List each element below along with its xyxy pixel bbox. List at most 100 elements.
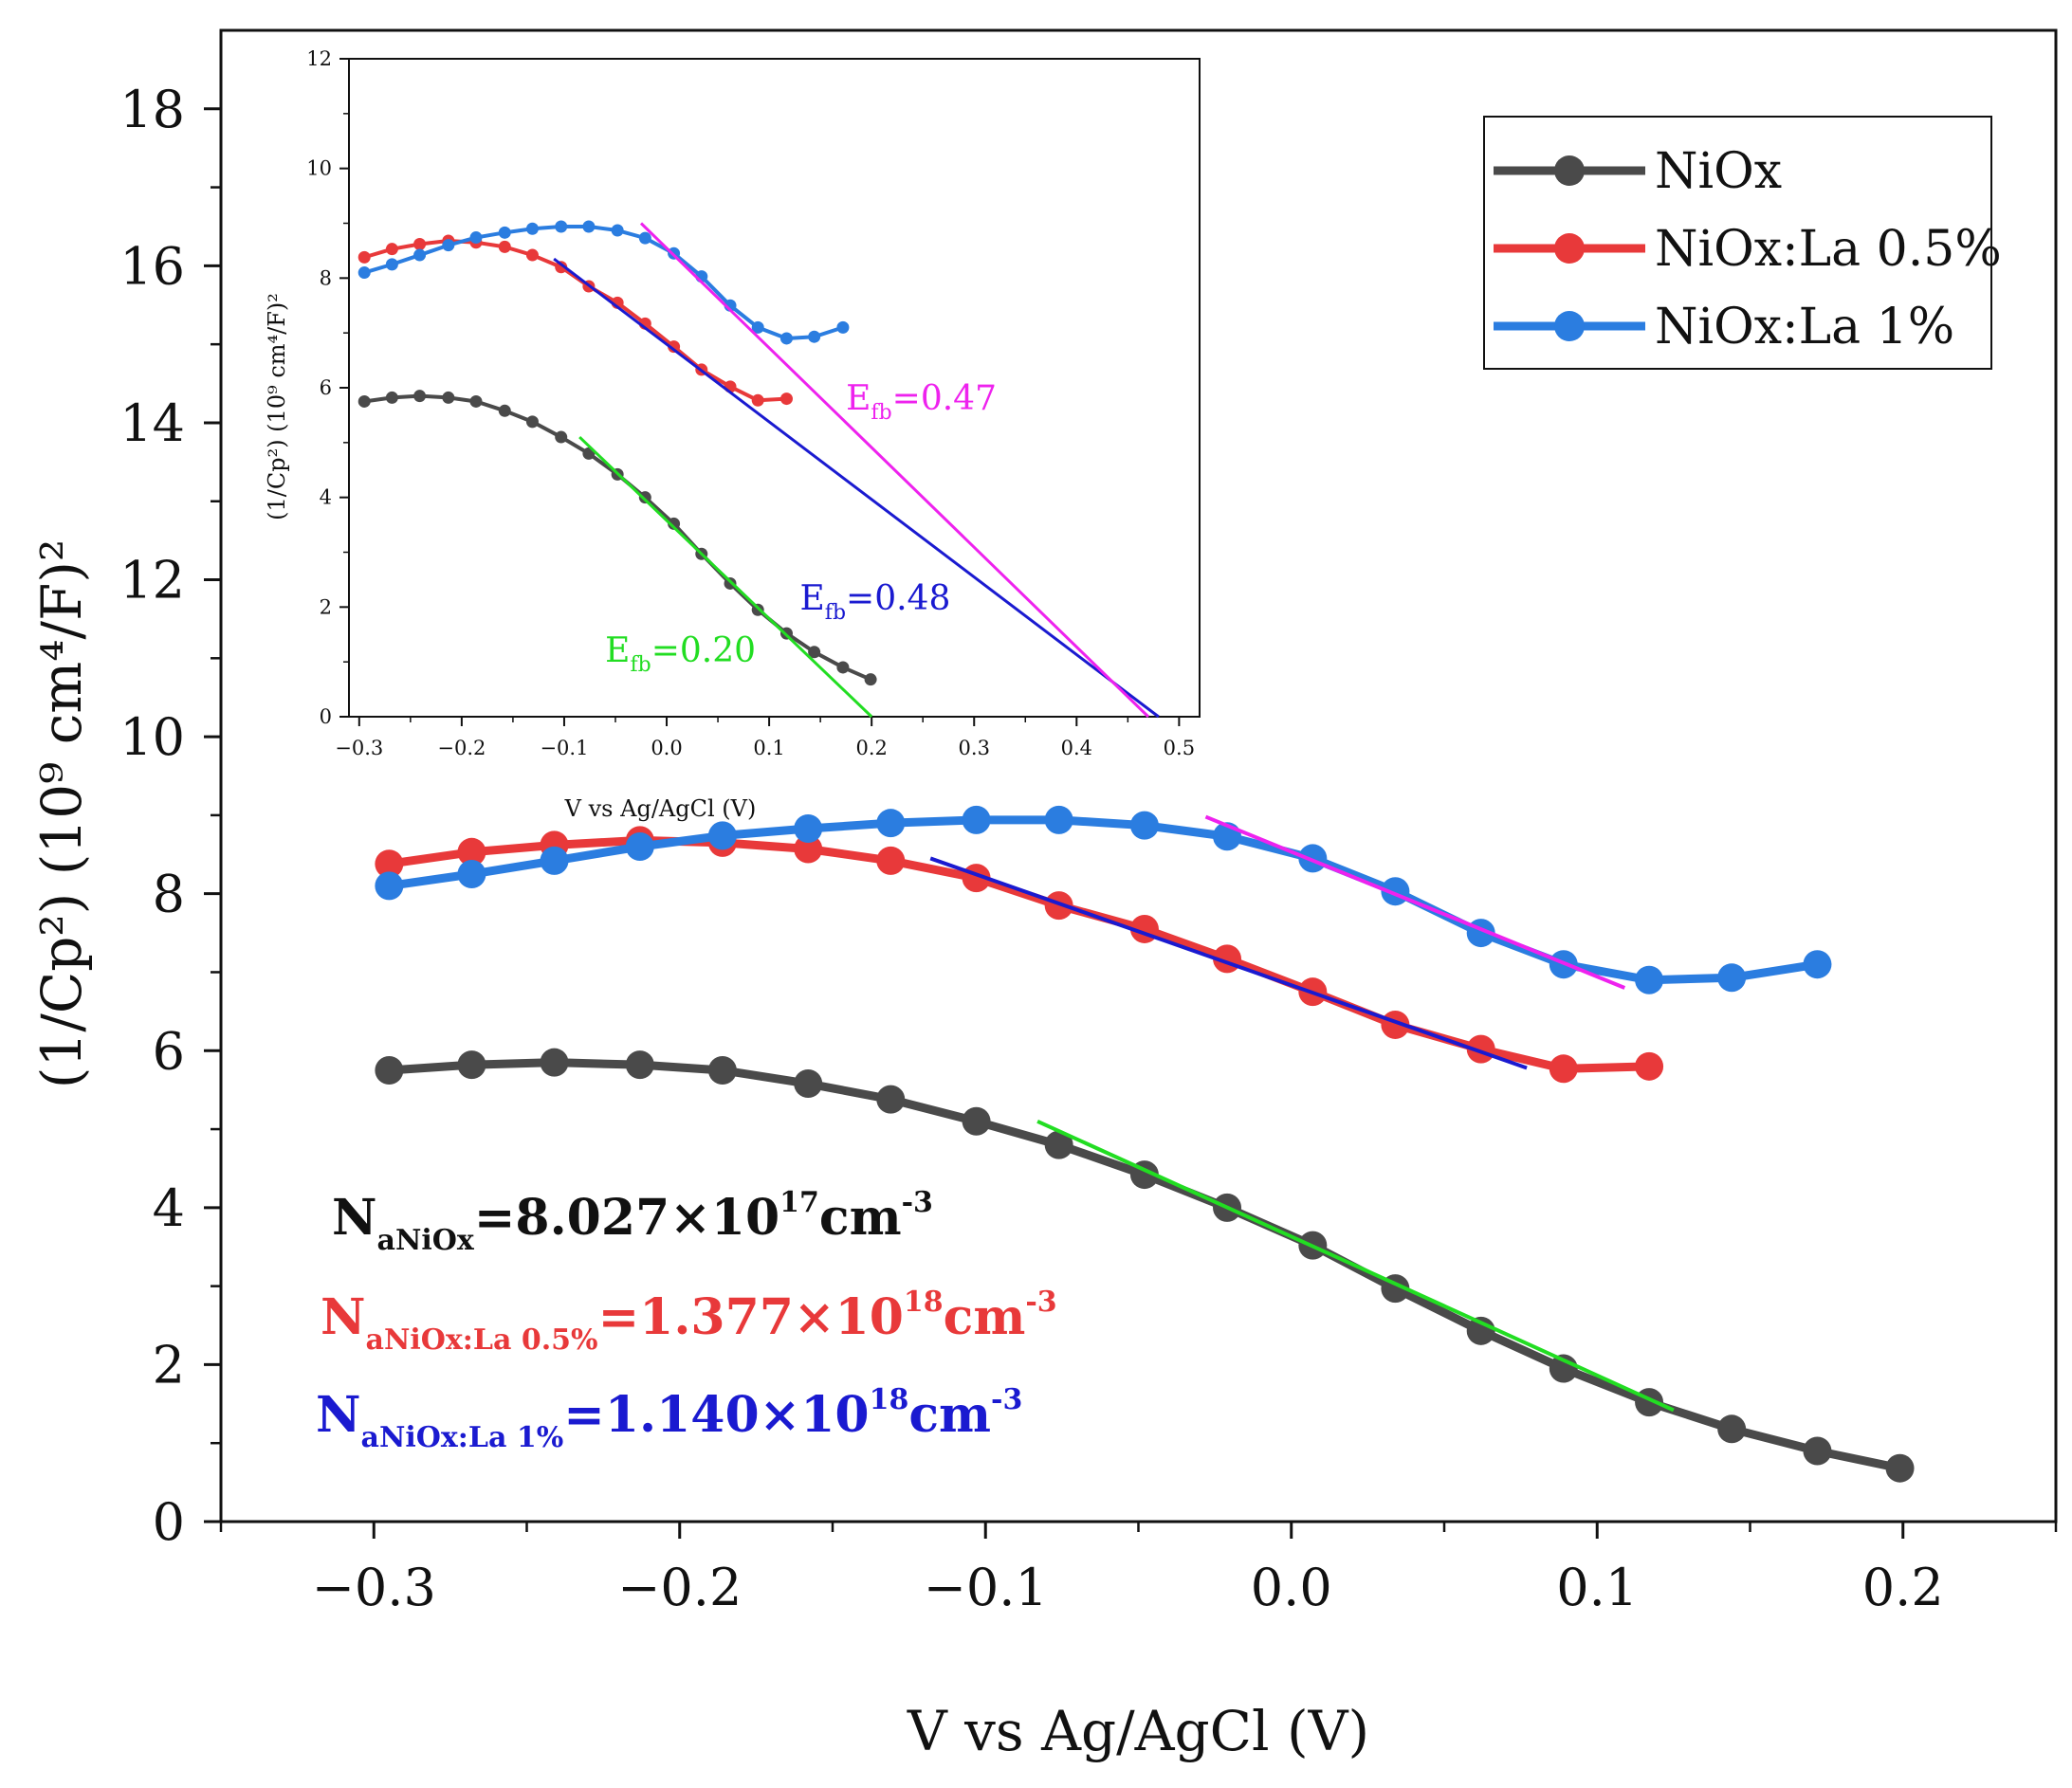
inset-y-tick-label: 10 [306,157,332,180]
inset-data-point [498,240,511,253]
legend-swatch-marker [1554,155,1585,186]
legend-label: NiOx [1655,143,1782,200]
inset-data-point [358,250,371,264]
main-y-tick-label: 18 [119,80,185,139]
legend-item-niox: NiOx [1494,143,1782,200]
inset-x-tick-label: −0.3 [335,737,383,759]
inset-data-point [555,220,568,233]
main-data-point [540,846,569,875]
inset-data-point [498,404,511,417]
inset-y-tick-label: 6 [320,376,332,399]
main-data-point [457,837,486,867]
inset-data-point [469,394,483,408]
inset-data-point [808,646,821,659]
main-data-point [1635,1051,1664,1081]
inset-y-tick-label: 2 [320,595,332,618]
main-data-point [876,809,906,838]
legend-item-niox-la-0-5: NiOx:La 0.5% [1494,221,2002,278]
main-y-tick-label: 2 [153,1335,185,1395]
inset-x-tick-label: −0.2 [437,737,486,759]
inset-x-tick-label: 0.3 [959,737,990,759]
main-data-point [1717,963,1747,993]
inset-x-tick-label: 0.0 [651,737,682,759]
main-x-tick-label: −0.1 [924,1558,1048,1617]
inset-data-point [555,261,568,274]
main-data-point [1885,1453,1915,1483]
main-data-point [1044,1130,1073,1159]
carrier-density-annotation: NaNiOx:La 1%=1.140×1018cm-3 [316,1383,1022,1454]
main-data-point [1717,1414,1747,1444]
legend-item-niox-la-1: NiOx:La 1% [1494,299,1954,356]
inset-data-point [836,320,850,334]
flatband-potential-label: Efb=0.20 [605,631,756,677]
inset-data-point [751,320,764,334]
inset-data-point [413,248,427,262]
main-y-tick-label: 8 [153,865,185,924]
main-data-point [540,1048,569,1077]
inset-series-line [363,239,787,403]
main-fit-line-niox-la-0-5-fit [929,856,1528,1070]
main-data-point [962,1106,991,1136]
inset-y-tick-label: 8 [320,266,332,289]
inset-fit-line-niox-la-1-fit [639,222,1150,719]
inset-data-point [638,231,651,245]
inset-x-tick-label: −0.1 [540,737,588,759]
inset-fit-line-niox-fit [578,435,873,719]
inset-plot-frame [348,58,1201,718]
inset-data-point [385,243,398,256]
inset-x-tick-label: 0.1 [753,737,784,759]
inset-fit-line-niox-la-0-5-fit [553,257,1160,719]
main-y-tick-label: 14 [119,393,185,453]
main-data-point [625,832,654,862]
inset-data-point [779,392,793,406]
main-series-niox [375,1048,1915,1483]
main-fit-line-niox-fit [1036,1119,1675,1413]
main-data-point [1044,805,1073,834]
carrier-density-annotation: NaNiOx=8.027×1017cm-3 [332,1186,933,1257]
main-y-tick-label: 4 [153,1178,185,1238]
main-data-point [457,1050,486,1080]
main-data-point [1803,1436,1832,1466]
inset-data-point [582,220,596,233]
inset-data-point [864,673,877,686]
main-data-point [375,1055,404,1085]
inset-y-tick-label: 12 [306,47,332,70]
inset-x-tick-label: 0.4 [1061,737,1092,759]
inset-data-point [555,430,568,444]
flatband-potential-label: Efb=0.48 [800,579,951,625]
legend-swatch-marker [1554,311,1585,341]
inset-x-tick-label: 0.5 [1164,737,1195,759]
main-data-point [1549,1054,1578,1084]
inset-x-axis-title: V vs Ag/AgCl (V) [564,795,757,822]
inset-series-niox-la-1 [358,220,850,345]
main-data-point [375,871,404,901]
main-x-tick-label: −0.3 [312,1558,436,1617]
inset-x-tick-label: 0.2 [855,737,887,759]
main-data-point [876,846,906,875]
main-x-tick-label: 0.0 [1251,1558,1332,1617]
main-data-point [457,859,486,888]
inset-data-point [358,394,371,408]
main-data-point [876,1085,906,1114]
main-y-tick-label: 10 [119,707,185,767]
main-data-point [1466,1316,1495,1345]
main-x-tick-label: 0.1 [1556,1558,1638,1617]
legend-swatch-marker [1554,233,1585,264]
inset-data-point [358,266,371,280]
inset-data-point [751,393,764,407]
main-data-point [1635,965,1664,994]
inset-data-point [724,576,737,590]
main-data-point [1298,844,1328,873]
inset-data-point [498,226,511,239]
main-data-point [707,821,737,850]
inset-data-point [779,332,793,345]
main-data-point [1803,950,1832,979]
inset-data-point [611,224,624,237]
inset-data-point [808,330,821,343]
main-data-point [794,813,823,843]
inset-data-point [469,231,483,245]
main-x-tick-label: 0.2 [1862,1558,1944,1617]
inset-data-point [525,415,539,429]
